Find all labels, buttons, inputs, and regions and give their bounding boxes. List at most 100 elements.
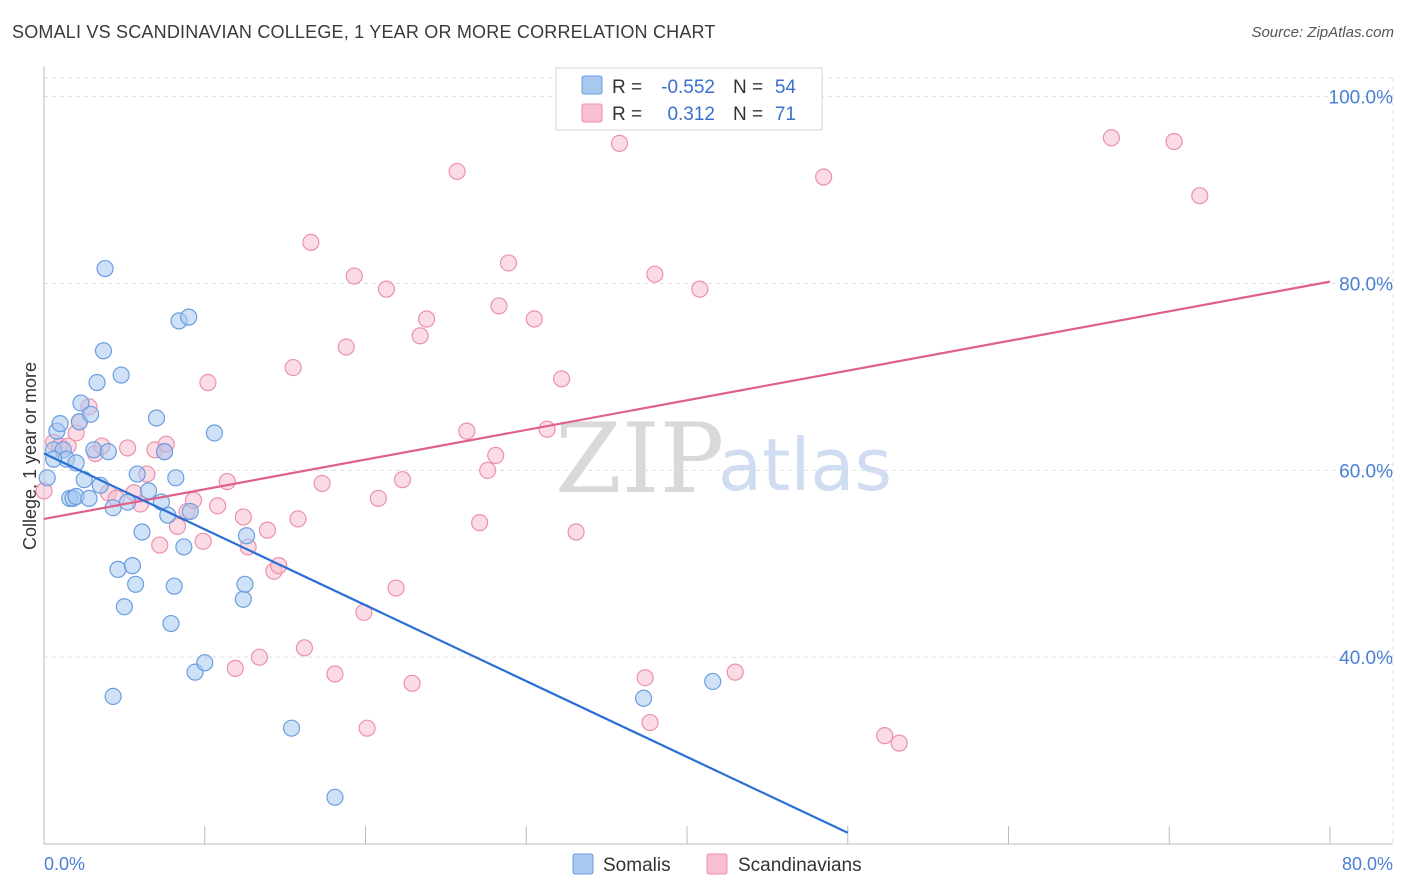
- series-legend: Somalis Scandinavians: [572, 853, 862, 876]
- somalis-point: [326, 788, 344, 806]
- somalis-point: [80, 489, 98, 507]
- scandinavians-point: [226, 659, 244, 677]
- scandinavians-point: [646, 265, 664, 283]
- scandinavians-point: [610, 134, 629, 152]
- scandinavians-point: [471, 514, 489, 532]
- scandinavians-point: [313, 474, 331, 493]
- scandinavians-point: [815, 168, 833, 186]
- legend-swatch-somalis: [581, 75, 603, 95]
- scandinavians-point: [636, 669, 654, 687]
- scandinavians-point: [151, 536, 169, 554]
- scandinavians-point: [199, 373, 217, 392]
- legend-r-label-somalis: R =: [612, 77, 642, 98]
- scandinavians-point: [326, 665, 344, 683]
- somalis-point: [205, 424, 223, 442]
- legend-swatch-scandinavians: [581, 103, 603, 123]
- somalis-point: [139, 482, 158, 500]
- legend-n-label-scandinavians: N =: [733, 104, 763, 125]
- scandinavians-point: [538, 420, 556, 438]
- somalis-point: [704, 672, 722, 691]
- scandinavians-point: [567, 523, 585, 541]
- scandinavians-point: [234, 508, 252, 526]
- somalis-point: [165, 577, 183, 595]
- scandinavians-point: [258, 521, 277, 539]
- scandinavians-point: [525, 310, 543, 328]
- somalis-point: [181, 502, 199, 521]
- somalis-points: [38, 259, 722, 806]
- somalis-point: [109, 560, 127, 578]
- scandinavians-point: [1165, 132, 1183, 151]
- somalis-point: [237, 527, 256, 545]
- legend-n-value-somalis: 54: [775, 77, 797, 98]
- scandinavians-point: [487, 446, 505, 464]
- somalis-point: [196, 654, 214, 672]
- scandinavians-point: [289, 510, 307, 528]
- somalis-point: [127, 575, 145, 593]
- scandinavians-point: [209, 497, 227, 515]
- somalis-point: [104, 687, 122, 706]
- scandinavians-point: [411, 327, 429, 345]
- somalis-trend-line: [43, 452, 849, 834]
- somalis-point: [99, 443, 117, 461]
- chart-title: SOMALI VS SCANDINAVIAN COLLEGE, 1 YEAR O…: [12, 22, 716, 42]
- somalis-point: [96, 259, 114, 278]
- somalis-point: [180, 308, 198, 326]
- y-axis-title: College, 1 year or more: [20, 362, 40, 550]
- somalis-point: [82, 405, 100, 423]
- legend-bottom-swatch-scandinavians: [706, 853, 728, 875]
- y-tick-labels: 40.0% 60.0% 80.0% 100.0%: [1329, 88, 1394, 669]
- scandinavians-point: [270, 557, 288, 575]
- scandinavians-point: [345, 267, 363, 285]
- scandinavians-point: [250, 648, 269, 666]
- y-tick-label-40: 40.0%: [1339, 648, 1393, 669]
- somalis-point: [282, 719, 301, 737]
- scandinavians-point: [358, 719, 376, 737]
- scandinavians-point: [387, 579, 405, 597]
- scandinavians-point: [284, 358, 302, 377]
- scandinavians-point: [337, 338, 355, 356]
- y-tick-label-60: 60.0%: [1339, 461, 1393, 482]
- x-tick-label-min: 0.0%: [44, 854, 85, 874]
- scandinavians-point: [1191, 187, 1209, 205]
- legend-n-value-scandinavians: 71: [775, 104, 796, 125]
- somalis-point: [85, 441, 103, 459]
- somalis-point: [94, 342, 113, 360]
- somalis-point: [236, 575, 254, 593]
- scandinavians-point: [377, 280, 395, 298]
- scandinavians-point: [417, 310, 436, 328]
- scandinavians-point: [479, 461, 497, 479]
- watermark-atlas: atlas: [718, 423, 892, 507]
- x-ticks: [204, 826, 1331, 844]
- somalis-point: [147, 409, 166, 427]
- scandinavians-point: [194, 532, 212, 550]
- scandinavians-point: [490, 297, 508, 315]
- legend-n-label-somalis: N =: [733, 77, 763, 98]
- legend-r-label-scandinavians: R =: [612, 104, 642, 125]
- somalis-point: [162, 614, 180, 633]
- y-tick-label-100: 100.0%: [1329, 88, 1394, 109]
- legend-bottom-label-somalis: Somalis: [603, 855, 671, 876]
- somalis-point: [123, 557, 142, 575]
- scandinavians-point: [553, 370, 571, 388]
- scandinavians-point: [168, 517, 187, 535]
- somalis-point: [133, 523, 151, 541]
- scandinavians-point: [448, 162, 466, 181]
- somalis-point: [112, 366, 130, 384]
- scandinavians-point: [890, 734, 908, 752]
- somalis-point: [128, 465, 146, 483]
- scandinavians-point: [876, 727, 894, 745]
- scandinavians-point: [403, 674, 421, 692]
- legend-bottom-swatch-somalis: [572, 853, 594, 875]
- x-tick-label-max: 80.0%: [1342, 854, 1393, 874]
- legend-bottom-label-scandinavians: Scandinavians: [738, 855, 862, 876]
- scandinavians-point: [118, 439, 137, 457]
- scandinavians-point: [641, 713, 659, 732]
- legend-r-value-scandinavians: 0.312: [667, 104, 715, 125]
- somalis-point: [88, 373, 106, 392]
- somalis-point: [175, 538, 193, 556]
- scandinavians-point: [302, 233, 320, 252]
- axes: [43, 66, 1393, 845]
- scandinavians-point: [499, 254, 518, 272]
- somalis-point: [51, 415, 69, 433]
